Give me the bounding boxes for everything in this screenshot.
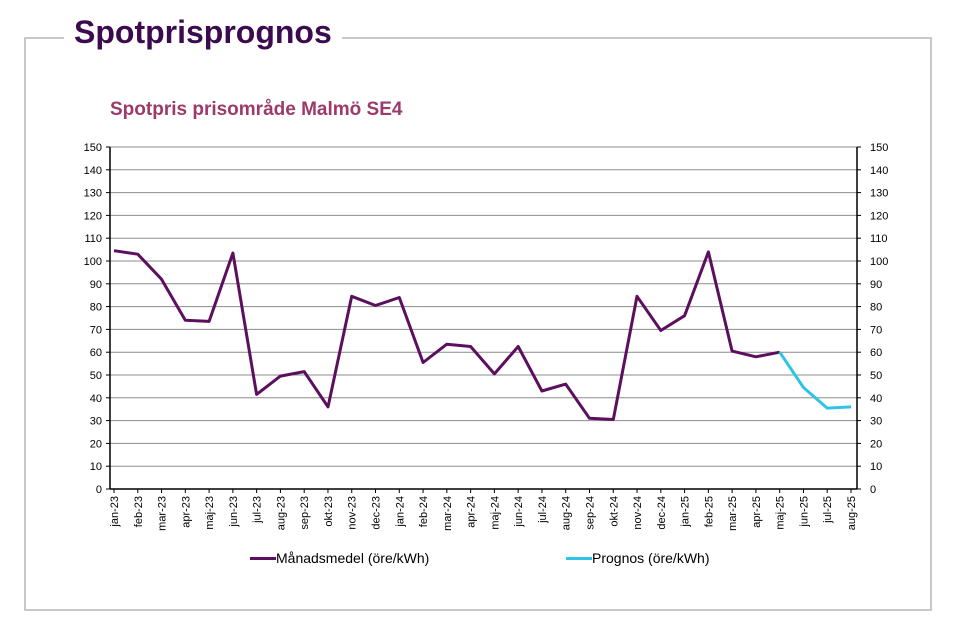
chart-title: Spotpris prisområde Malmö SE4 [110,99,403,120]
legend-item-prognos: Prognos (öre/kWh) [566,550,709,566]
x-tick-label: jan-23 [109,496,121,528]
x-tick-label: sep-24 [584,496,596,530]
legend-item-manadsmedel: Månadsmedel (öre/kWh) [250,550,429,566]
y-tick-label-right: 120 [870,210,888,222]
y-tick-label-right: 40 [870,393,882,405]
x-tick-label: mar-23 [157,496,169,531]
x-tick-label: nov-23 [347,496,359,530]
x-tick-label: apr-24 [466,496,478,528]
y-tick-label-left: 70 [90,324,102,336]
x-tick-label: mar-25 [727,496,739,531]
series-line-prognos [778,351,852,410]
x-tick-label: sep-23 [299,496,311,530]
page-title: Spotprisprognos [64,12,342,52]
y-tick-label-right: 70 [870,324,882,336]
x-tick-label: feb-25 [703,496,715,527]
y-tick-label-left: 80 [90,302,102,314]
x-tick-label: aug-23 [275,496,287,530]
legend-swatch-prognos [566,556,592,560]
series-line-manadsmedel [113,249,780,421]
x-tick-label: apr-25 [751,496,763,528]
y-tick-label-right: 60 [870,347,882,359]
x-tick-label: aug-24 [561,496,573,530]
legend-label-prognos: Prognos (öre/kWh) [592,550,710,566]
x-tick-label: apr-23 [180,496,192,528]
y-tick-label-right: 130 [870,188,888,200]
x-tick-label: jul-23 [252,496,264,524]
y-tick-label-left: 30 [90,416,102,428]
legend-label-manadsmedel: Månadsmedel (öre/kWh) [276,550,430,566]
x-tick-label: nov-24 [632,496,644,530]
x-tick-label: jul-25 [822,496,834,524]
y-tick-label-right: 10 [870,461,882,473]
legend-swatch-manadsmedel [250,556,276,560]
x-tick-label: feb-23 [133,496,145,527]
x-tick-label: jul-24 [537,496,549,524]
x-tick-label: jun-24 [513,496,525,528]
y-tick-label-right: 140 [870,165,888,177]
y-tick-label-right: 110 [870,233,888,245]
y-tick-label-right: 150 [870,142,888,154]
y-tick-label-right: 20 [870,438,882,450]
x-tick-label: okt-23 [323,496,335,527]
y-tick-label-left: 20 [90,438,102,450]
y-tick-label-left: 140 [84,165,102,177]
y-tick-label-right: 100 [870,256,888,268]
y-tick-label-left: 60 [90,347,102,359]
x-tick-label: mar-24 [442,496,454,531]
x-tick-label: maj-24 [489,496,501,530]
y-tick-label-right: 30 [870,416,882,428]
y-tick-label-left: 10 [90,461,102,473]
x-tick-label: dec-23 [371,496,383,530]
x-tick-label: jun-25 [798,496,810,528]
x-tick-label: maj-25 [775,496,787,530]
y-tick-label-right: 80 [870,302,882,314]
x-tick-label: jan-24 [394,496,406,528]
y-tick-label-left: 90 [90,279,102,291]
x-tick-label: dec-24 [656,496,668,530]
y-tick-label-left: 100 [84,256,102,268]
y-tick-label-left: 110 [84,233,102,245]
y-tick-label-left: 0 [96,484,102,496]
y-tick-label-right: 0 [870,484,876,496]
y-tick-label-left: 40 [90,393,102,405]
x-tick-label: maj-23 [204,496,216,530]
x-tick-label: feb-24 [418,496,430,527]
y-tick-label-left: 130 [84,188,102,200]
y-tick-label-left: 150 [84,142,102,154]
y-tick-label-left: 120 [84,210,102,222]
y-tick-label-right: 90 [870,279,882,291]
x-tick-label: jan-25 [680,496,692,528]
y-tick-label-right: 50 [870,370,882,382]
chart-frame [24,37,932,611]
x-tick-label: okt-24 [608,496,620,527]
x-tick-label: aug-25 [846,496,858,530]
y-tick-label-left: 50 [90,370,102,382]
x-tick-label: jun-23 [228,496,240,528]
